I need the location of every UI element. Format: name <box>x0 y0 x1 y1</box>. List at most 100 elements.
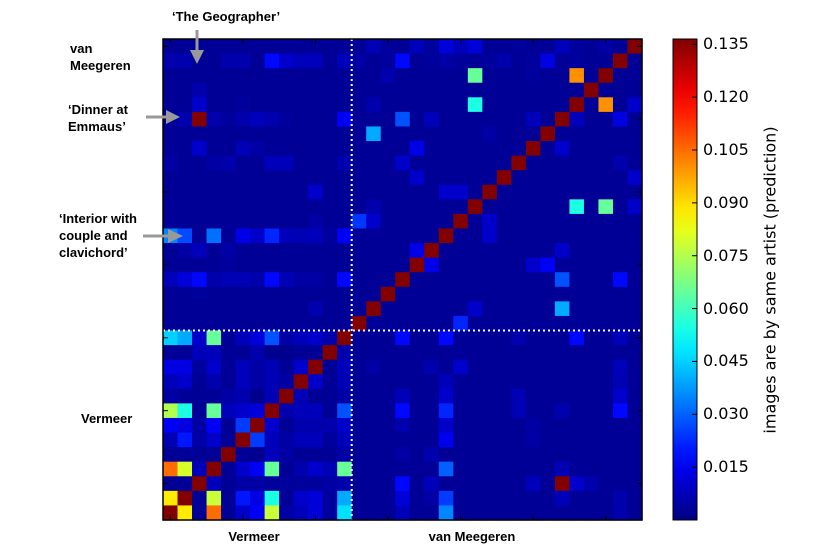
heatmap-cell <box>627 330 643 346</box>
heatmap-cell <box>438 490 454 507</box>
heatmap-cell <box>308 490 324 507</box>
heatmap-cell <box>525 417 541 434</box>
heatmap-cell <box>308 228 324 244</box>
row-group-label-van-meegeren: van Meegeren <box>70 41 131 73</box>
heatmap-cell <box>279 228 295 244</box>
heatmap-cell <box>337 111 353 128</box>
heatmap-cell <box>235 461 251 477</box>
heatmap-cell <box>380 330 396 346</box>
heatmap-cell <box>293 228 309 244</box>
heatmap-cell <box>598 97 614 113</box>
heatmap-cell <box>337 359 353 375</box>
heatmap-cell <box>163 170 179 186</box>
heatmap-cell <box>221 301 237 317</box>
heatmap-cell <box>192 315 208 332</box>
heatmap-cell <box>612 345 629 361</box>
heatmap-cell <box>337 228 353 244</box>
heatmap-cell <box>540 257 556 273</box>
heatmap-cell <box>453 505 469 521</box>
heatmap-cell <box>250 68 266 84</box>
heatmap-cell <box>496 82 512 98</box>
heatmap-cell <box>467 39 483 55</box>
heatmap-cell <box>308 388 324 404</box>
heatmap-cell <box>540 432 556 448</box>
x-group-label-vermeer: Vermeer <box>228 529 280 544</box>
heatmap-cell <box>293 257 309 273</box>
heatmap-cell <box>583 243 600 259</box>
heatmap-cell <box>206 97 222 113</box>
heatmap-cell <box>177 199 193 215</box>
heatmap-cell <box>496 155 512 171</box>
heatmap-cell <box>554 301 571 317</box>
heatmap-cell <box>467 97 483 113</box>
heatmap-cell <box>612 286 629 302</box>
heatmap-cell <box>496 315 512 332</box>
heatmap-cell <box>192 403 208 419</box>
heatmap-cell <box>424 184 440 200</box>
heatmap-cell <box>525 184 541 200</box>
heatmap-cell <box>279 272 295 288</box>
heatmap-cell <box>395 111 411 128</box>
heatmap-cell <box>221 286 237 302</box>
heatmap-cell <box>322 286 338 302</box>
heatmap-frame <box>162 38 643 521</box>
heatmap-cell <box>177 272 193 288</box>
heatmap-cell <box>438 272 454 288</box>
heatmap-cell <box>366 126 382 142</box>
heatmap-cell <box>351 461 367 477</box>
heatmap-cell <box>525 345 541 361</box>
heatmap-cell <box>583 432 600 448</box>
heatmap-cell <box>496 272 512 288</box>
heatmap-cell <box>163 272 179 288</box>
heatmap-cell <box>380 286 396 302</box>
heatmap-cell <box>569 417 585 434</box>
heatmap-cell <box>496 447 512 463</box>
heatmap-cell <box>453 257 469 273</box>
heatmap-cell <box>540 97 556 113</box>
colorbar-tick-label: 0.120 <box>703 87 749 107</box>
heatmap-cell <box>308 330 324 346</box>
heatmap-cell <box>192 199 208 215</box>
heatmap-cell <box>337 461 353 477</box>
heatmap-cell <box>351 417 367 434</box>
heatmap-cell <box>337 374 353 390</box>
heatmap-cell <box>554 97 571 113</box>
heatmap-cell <box>192 155 208 171</box>
heatmap-cell <box>511 126 527 142</box>
heatmap-cell <box>380 374 396 390</box>
heatmap-cell <box>453 68 469 84</box>
heatmap-cell <box>612 505 629 521</box>
heatmap-cell <box>496 97 512 113</box>
heatmap-cell <box>395 374 411 390</box>
heatmap-cell <box>409 141 425 157</box>
heatmap-cell <box>221 184 237 200</box>
heatmap-cell <box>308 68 324 84</box>
heatmap-cell <box>409 97 425 113</box>
heatmap-cell <box>279 388 295 404</box>
heatmap-cell <box>177 97 193 113</box>
heatmap-cell <box>612 213 629 230</box>
heatmap-cell <box>438 388 454 404</box>
heatmap-cell <box>467 228 483 244</box>
heatmap-cell <box>264 461 280 477</box>
heatmap-cell <box>293 243 309 259</box>
annotation-the-geographer: ‘The Geographer’ <box>172 9 281 24</box>
heatmap-cell <box>264 257 280 273</box>
heatmap-cell <box>583 199 600 215</box>
heatmap-cell <box>206 39 222 55</box>
heatmap-cell <box>279 126 295 142</box>
heatmap-cell <box>482 199 498 215</box>
heatmap-cell <box>540 155 556 171</box>
heatmap-cell <box>250 272 266 288</box>
heatmap-cell <box>250 228 266 244</box>
heatmap-cell <box>569 257 585 273</box>
heatmap-cell <box>438 476 454 492</box>
heatmap-cell <box>163 476 179 492</box>
heatmap-cell <box>424 447 440 463</box>
heatmap-cell <box>337 315 353 332</box>
heatmap-cell <box>337 417 353 434</box>
heatmap-cell <box>366 505 382 521</box>
heatmap-cell <box>525 447 541 463</box>
heatmap-cell <box>438 141 454 157</box>
